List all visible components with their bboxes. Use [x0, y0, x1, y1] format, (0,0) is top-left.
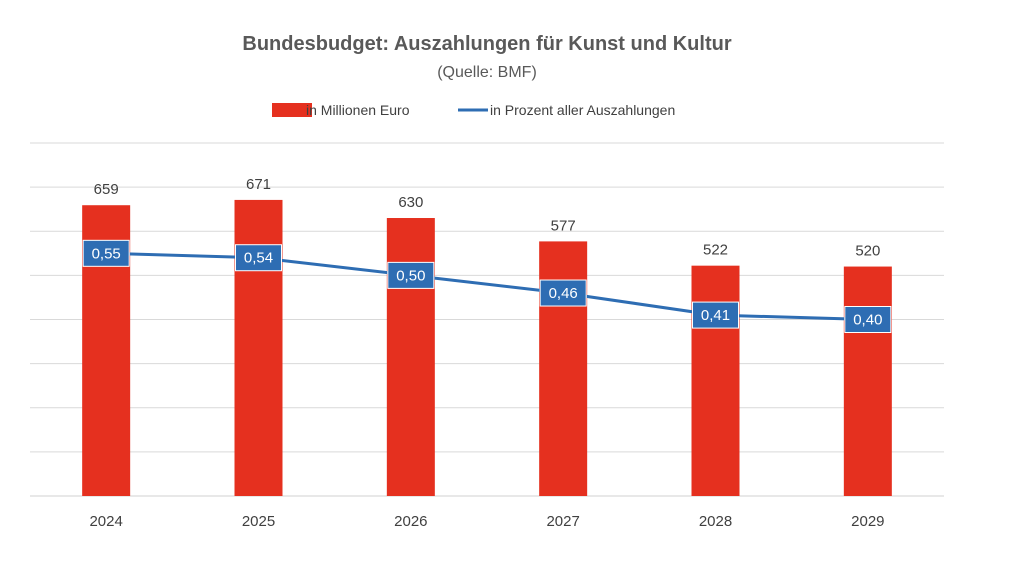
chart-title: Bundesbudget: Auszahlungen für Kunst und… [242, 33, 731, 55]
bar-2028 [691, 265, 740, 496]
line-label-box [82, 239, 130, 267]
x-axis-tick-labels: 2024 2025 2026 2027 2028 2029 [89, 513, 884, 530]
line-label-box [387, 261, 435, 289]
line-label-box [692, 301, 739, 329]
bar-2029 [843, 266, 892, 496]
line-point-label-2029: 0,40 [844, 306, 892, 333]
line-label-box [235, 244, 282, 272]
line-value-label: 0,46 [549, 285, 578, 302]
legend-swatch-bars [272, 103, 312, 117]
line-point-label-2028: 0,41 [692, 301, 739, 329]
bar-value-label-2026: 630 [398, 194, 423, 211]
bar-value-label-2029: 520 [855, 243, 880, 260]
line-value-label: 0,55 [92, 245, 121, 262]
bar-value-labels: 659 671 630 577 522 520 [94, 176, 881, 260]
bar-2026 [386, 218, 435, 496]
x-tick-label-2027: 2027 [546, 513, 579, 530]
legend-label-bars: in Millionen Euro [306, 102, 410, 118]
percent-line [106, 251, 868, 321]
legend: in Millionen Euro in Prozent aller Ausza… [272, 102, 675, 118]
line-value-label: 0,54 [244, 250, 273, 267]
line-point-label-2025: 0,54 [235, 244, 282, 272]
line-value-label: 0,41 [701, 307, 730, 324]
legend-label-line: in Prozent aller Auszahlungen [490, 102, 675, 118]
line-label-box [844, 306, 892, 333]
bar-value-label-2027: 577 [551, 217, 576, 234]
line-value-label: 0,50 [396, 267, 425, 284]
line-point-label-2027: 0,46 [539, 279, 587, 307]
percent-series-line [106, 251, 868, 321]
bar-value-label-2028: 522 [703, 242, 728, 259]
x-tick-label-2026: 2026 [394, 513, 427, 530]
bar-value-label-2025: 671 [246, 176, 271, 193]
line-value-labels: 0,55 0,54 0,50 0,46 0,41 0,40 [82, 239, 892, 333]
x-tick-label-2025: 2025 [242, 513, 275, 530]
chart-subtitle: (Quelle: BMF) [437, 64, 537, 81]
bar-value-label-2024: 659 [94, 181, 119, 198]
gridlines [30, 142, 944, 497]
x-tick-label-2029: 2029 [851, 513, 884, 530]
x-tick-label-2028: 2028 [699, 513, 732, 530]
line-point-label-2026: 0,50 [387, 261, 435, 289]
line-value-label: 0,40 [853, 312, 882, 329]
line-label-box [539, 279, 587, 307]
line-point-label-2024: 0,55 [82, 239, 130, 267]
x-tick-label-2024: 2024 [89, 513, 122, 530]
